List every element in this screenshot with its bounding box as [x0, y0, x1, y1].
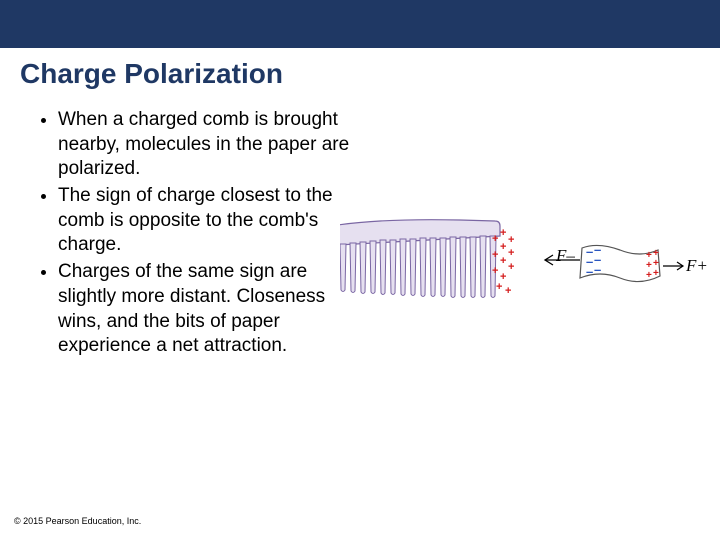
- force-right-label: F+: [686, 256, 708, 276]
- svg-text:+: +: [508, 234, 514, 246]
- figure-svg: + + + + + + + + + + + +: [340, 198, 710, 348]
- svg-text:+: +: [500, 241, 506, 253]
- svg-text:+: +: [508, 247, 514, 259]
- svg-text:+: +: [496, 281, 502, 293]
- svg-text:–: –: [594, 262, 601, 277]
- force-left-label: F–: [556, 246, 575, 266]
- svg-text:+: +: [500, 255, 506, 267]
- svg-text:+: +: [646, 270, 652, 281]
- bullet-list: When a charged comb is brought nearby, m…: [30, 108, 350, 359]
- paper-icon: – – – – – – + + + + + +: [580, 242, 660, 282]
- svg-text:–: –: [586, 264, 593, 279]
- figure-column: + + + + + + + + + + + +: [350, 108, 710, 388]
- content-row: When a charged comb is brought nearby, m…: [0, 108, 720, 388]
- list-item: The sign of charge closest to the comb i…: [58, 184, 350, 258]
- svg-text:+: +: [508, 261, 514, 273]
- text-column: When a charged comb is brought nearby, m…: [30, 108, 350, 388]
- header-bar: [0, 0, 720, 48]
- svg-text:+: +: [505, 285, 511, 297]
- slide-title: Charge Polarization: [0, 48, 720, 108]
- force-right-arrow: [663, 262, 683, 270]
- list-item: Charges of the same sign are slightly mo…: [58, 260, 350, 359]
- svg-text:+: +: [492, 249, 498, 261]
- svg-text:+: +: [500, 227, 506, 239]
- list-item: When a charged comb is brought nearby, m…: [58, 108, 350, 182]
- paper-pos-charges: + + + + + +: [646, 248, 659, 281]
- paper-neg-charges: – – – – – –: [586, 242, 601, 279]
- svg-text:+: +: [653, 268, 659, 279]
- comb-paper-figure: + + + + + + + + + + + +: [340, 198, 710, 348]
- svg-text:+: +: [492, 265, 498, 277]
- copyright-text: © 2015 Pearson Education, Inc.: [14, 516, 141, 526]
- comb-icon: + + + + + + + + + + + +: [340, 220, 514, 298]
- svg-text:+: +: [492, 233, 498, 245]
